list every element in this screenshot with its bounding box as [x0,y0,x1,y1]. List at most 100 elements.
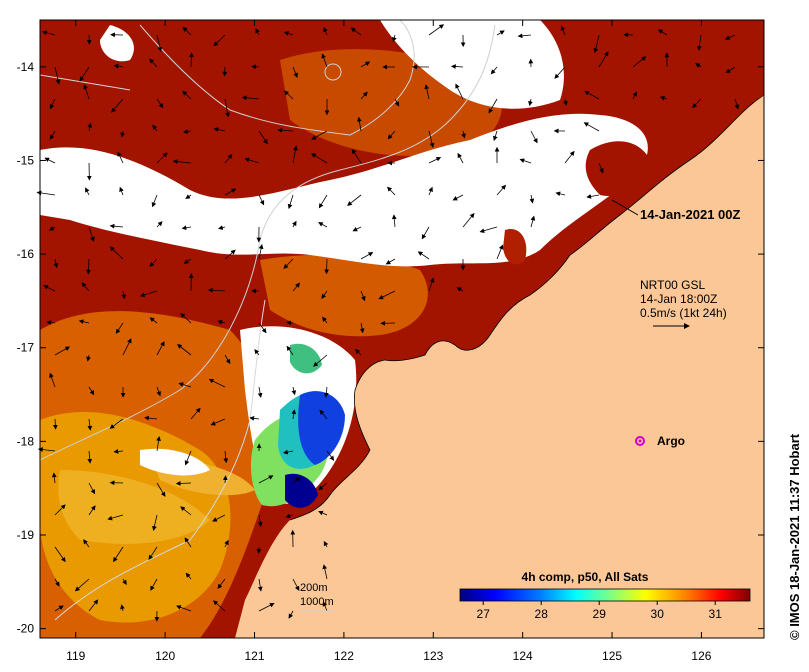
sst-deep-blue [285,473,318,508]
contour-1000m [40,24,496,461]
cloud-mask-north [380,20,564,109]
current-arrow [217,319,226,325]
contour-nw [40,74,131,91]
current-arrow [292,477,301,484]
current-arrow [54,504,66,516]
current-arrow [318,194,328,209]
sst-orange-mid [260,254,428,337]
current-arrow [258,322,267,334]
current-arrow [555,191,566,197]
current-arrow [88,226,95,242]
argo-marker [635,436,645,446]
current-arrow [224,188,237,196]
current-arrow [659,95,668,101]
current-arrow [291,386,297,396]
depth-label-1000m: 1000m [300,596,334,608]
current-arrow [554,66,566,79]
current-arrow [213,127,226,132]
current-arrow [241,95,260,101]
current-arrow [88,599,99,612]
lon-tick-label: 125 [602,649,622,663]
current-arrow [632,91,637,100]
current-arrow [324,258,330,275]
current-arrow [113,63,124,69]
current-arrow [283,258,294,269]
current-arrow [455,83,464,100]
current-arrow [586,194,600,199]
current-arrow [207,287,226,293]
current-arrow [350,27,362,36]
current-arrow [283,90,294,100]
coastline-detail [289,94,764,521]
current-arrow [218,225,226,230]
current-arrow [224,249,236,260]
current-arrow [258,194,265,206]
current-arrow [109,246,124,260]
current-arrow [257,514,263,527]
current-arrow [88,482,95,495]
current-arrow [351,148,362,164]
lat-tick-label: -18 [17,434,35,448]
current-arrow [428,277,435,292]
kimberley-red-coast [585,141,650,196]
current-arrow [560,25,566,36]
current-arrow [292,282,301,292]
current-arrow [378,290,396,300]
current-arrow [148,546,158,560]
current-arrow [144,415,158,421]
current-arrow [724,34,736,40]
map-layers [40,20,764,638]
current-arrow [479,226,498,234]
current-arrow [355,348,362,356]
current-arrow [493,130,498,141]
coast-red-3 [440,294,490,326]
current-arrow [451,64,464,69]
current-arrow [528,98,533,107]
current-arrow [87,122,93,132]
current-arrow [254,349,260,356]
current-arrow [452,194,464,201]
current-arrow [421,226,430,240]
current-arrow [83,539,90,548]
current-arrow [734,98,740,110]
current-arrow [119,186,124,196]
current-arrow [74,578,90,592]
current-arrow [318,510,328,516]
current-arrow [657,29,668,36]
current-arrow [224,354,231,365]
current-arrow [530,130,538,144]
current-arrow [152,514,158,531]
current-arrow [182,90,192,100]
current-arrow [385,258,396,265]
current-time: 14-Jan 18:00Z [640,292,717,306]
lon-tick-label: 126 [691,649,711,663]
lat-tick-label: -15 [17,153,35,167]
credit-label: © IMOS 18-Jan-2021 11:37 Hobart [787,433,802,640]
current-vectors [36,24,740,622]
current-arrow [222,475,228,484]
current-arrow [54,546,66,563]
current-arrow [292,66,298,78]
current-arrow [54,346,71,356]
current-arrow [428,186,433,196]
current-arrow [152,124,158,132]
current-arrow [49,130,56,140]
current-arrow [583,122,600,132]
lat-tick-label: -20 [17,622,35,636]
current-arrow [457,152,464,164]
current-arrow [287,194,294,210]
current-arrow [86,258,91,275]
current-arrow [176,605,192,612]
current-arrow [428,157,442,164]
colorbar-tick-label: 28 [535,607,549,621]
current-arrow [286,345,294,356]
lon-tick-label: 119 [66,649,85,663]
current-arrow [53,258,59,269]
current-arrow [496,244,504,260]
current-arrow [120,130,125,138]
current-arrow [224,153,233,164]
current-arrow [54,66,61,85]
current-arrow [461,130,466,139]
current-arrow [286,320,294,326]
